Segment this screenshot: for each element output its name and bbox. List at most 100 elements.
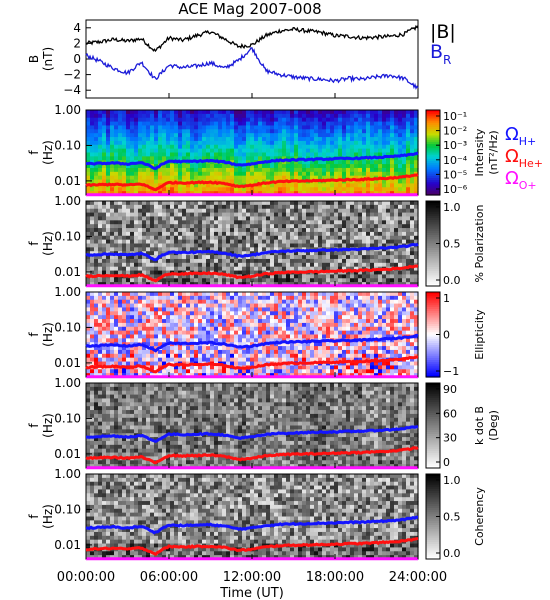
intensity-cell [174,117,179,123]
intensity-cell [294,156,299,161]
polarization-cell [406,228,411,233]
intensity-cell [286,137,291,142]
polarization-cell [322,228,327,233]
intensity-cell [166,129,171,134]
intensity-cell [346,140,351,146]
intensity-cell [134,144,139,150]
polarization-cell [162,228,167,233]
ellipticity-cell [250,295,255,301]
intensity-cell [190,171,195,177]
polarization-cell [86,239,91,245]
ellipticity-cell [218,299,223,305]
intensity-cell [218,148,223,154]
intensity-cell [370,117,375,123]
ellipticity-cell [286,330,291,336]
intensity-cell [326,179,331,185]
polarization-cell [86,204,91,210]
intensity-cell [106,110,111,115]
intensity-cell [222,187,227,192]
intensity-cell [286,167,291,173]
polarization-cell [194,258,199,264]
polarization-cell [234,278,239,283]
intensity-cell [262,156,267,161]
ellipticity-cell [158,330,163,336]
polarization-cell [174,208,179,214]
intensity-cell [218,152,223,157]
ellipticity-cell [210,353,215,359]
ellipticity-cell [262,292,267,297]
ellipticity-cell [282,311,287,316]
ellipticity-cell [118,349,123,355]
polarization-cell [122,231,127,237]
ellipticity-cell [166,307,171,312]
intensity-cell [98,187,103,192]
intensity-cell [194,156,199,161]
intensity-cell [382,160,387,165]
polarization-cell [118,204,123,210]
intensity-cell [162,113,167,119]
intensity-cell [130,125,135,130]
ellipticity-cell [226,349,231,355]
polarization-cell [222,208,227,214]
polarization-cell [106,216,111,221]
polarization-cell [258,247,263,252]
ellipticity-cell [266,295,271,301]
polarization-cell [238,220,243,225]
polarization-cell [398,235,403,241]
ellipticity-cell [274,330,279,336]
polarization-cell [274,228,279,233]
polarization-cell [326,239,331,245]
intensity-cell [186,110,191,115]
intensity-cell [182,164,187,169]
intensity-cell [326,167,331,173]
intensity-cell [146,121,151,127]
polarization-cell [86,224,91,229]
polarization-cell [402,201,407,206]
intensity-cell [414,117,419,123]
polarization-cell [342,204,347,210]
ellipticity-cell [130,326,135,332]
polarization-cell [254,243,259,248]
polarization-cell [294,220,299,225]
polarization-cell [270,247,275,252]
intensity-cell [370,137,375,142]
ellipticity-cell [270,303,275,309]
polarization-cell [270,212,275,218]
polarization-cell [294,239,299,245]
polarization-cell [102,212,107,218]
ellipticity-cell [214,315,219,320]
ellipticity-cell [118,295,123,301]
polarization-cell [134,228,139,233]
intensity-cell [194,133,199,138]
b-field-ytick-label: 0 [73,52,81,66]
intensity-cell [154,175,159,181]
intensity-cell [370,167,375,173]
polarization-cell [298,266,303,272]
polarization-cell [166,239,171,245]
polarization-cell [102,270,107,276]
intensity-cell [406,129,411,134]
polarization-cell [410,204,415,210]
ellipticity-cell [86,361,91,367]
intensity-cell [410,121,415,127]
intensity-cell [218,129,223,134]
intensity-cell [114,156,119,161]
ellipticity-cell [178,338,183,343]
intensity-cell [346,133,351,138]
intensity-cell [290,125,295,130]
polarization-cell [394,204,399,210]
intensity-cell [322,187,327,192]
ellipticity-cell [190,353,195,359]
polarization-cell [194,204,199,210]
intensity-cell [146,175,151,181]
polarization-cell [210,274,215,279]
intensity-cell [118,175,123,181]
polarization-cell [406,278,411,283]
polarization-cell [126,216,131,221]
polarization-cell [94,224,99,229]
polarization-cell [154,216,159,221]
ellipticity-cell [118,326,123,332]
ellipticity-cell [278,319,283,324]
intensity-cell [158,133,163,138]
intensity-cell [362,125,367,130]
